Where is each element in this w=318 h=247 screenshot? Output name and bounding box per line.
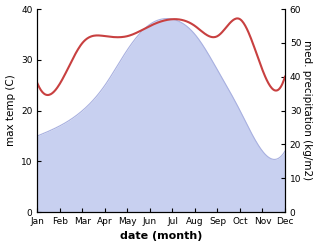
Y-axis label: med. precipitation (kg/m2): med. precipitation (kg/m2): [302, 41, 313, 181]
Y-axis label: max temp (C): max temp (C): [5, 75, 16, 146]
X-axis label: date (month): date (month): [120, 231, 203, 242]
